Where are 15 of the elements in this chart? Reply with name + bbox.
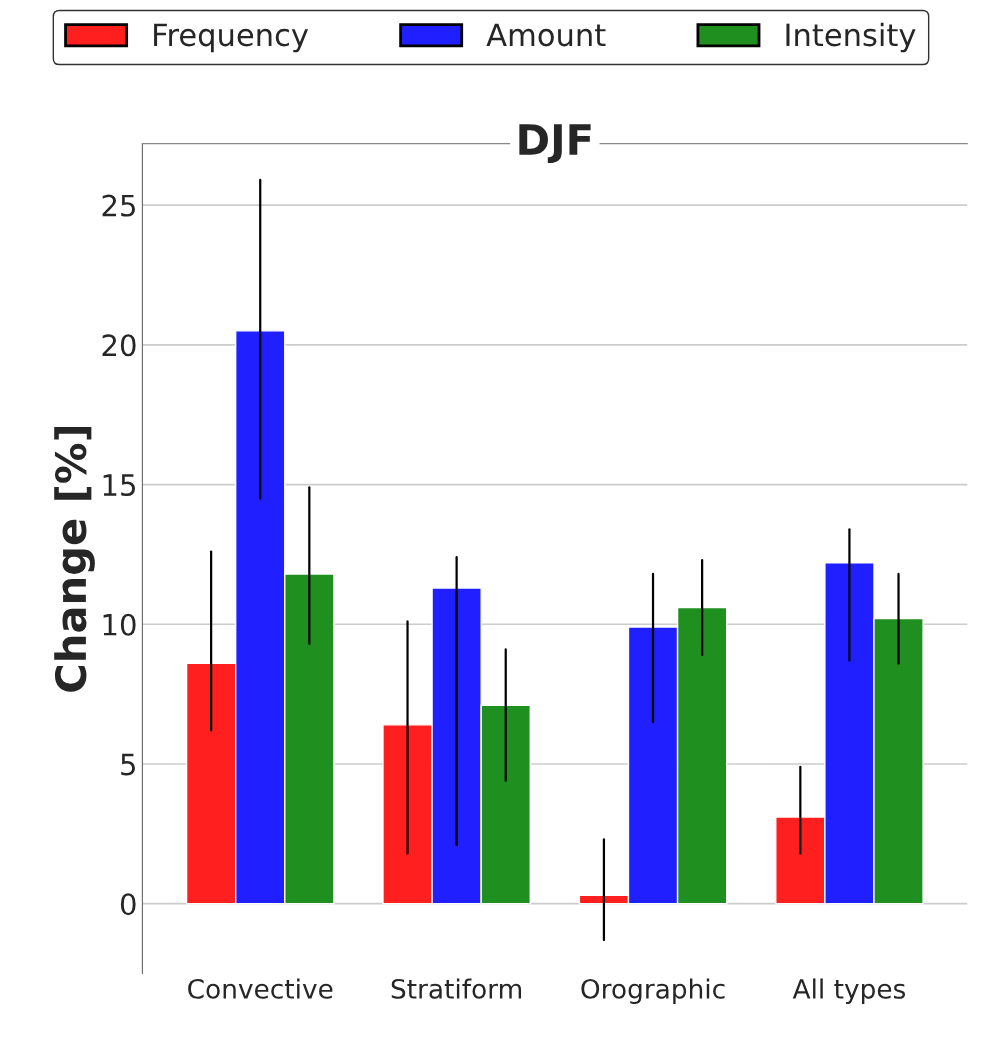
y-tick-label: 10: [103, 613, 136, 636]
y-axis-title: Change [%]: [54, 426, 95, 692]
x-tick-label: Stratiform: [391, 978, 522, 999]
y-tick-label: 25: [102, 194, 135, 217]
y-tick-label: 0: [120, 893, 136, 916]
y-tick-label: 15: [103, 474, 135, 497]
legend-label: Intensity: [786, 22, 916, 53]
legend-label: Frequency: [154, 23, 309, 53]
x-tick-label: All types: [792, 978, 906, 1004]
y-tick-label: 20: [102, 334, 136, 357]
y-tick-label: 5: [121, 753, 135, 776]
chart-title: DJF: [519, 124, 591, 164]
x-tick-label: Convective: [188, 978, 333, 999]
legend-label: Amount: [486, 23, 606, 47]
x-tick-label: Orographic: [581, 978, 725, 1004]
